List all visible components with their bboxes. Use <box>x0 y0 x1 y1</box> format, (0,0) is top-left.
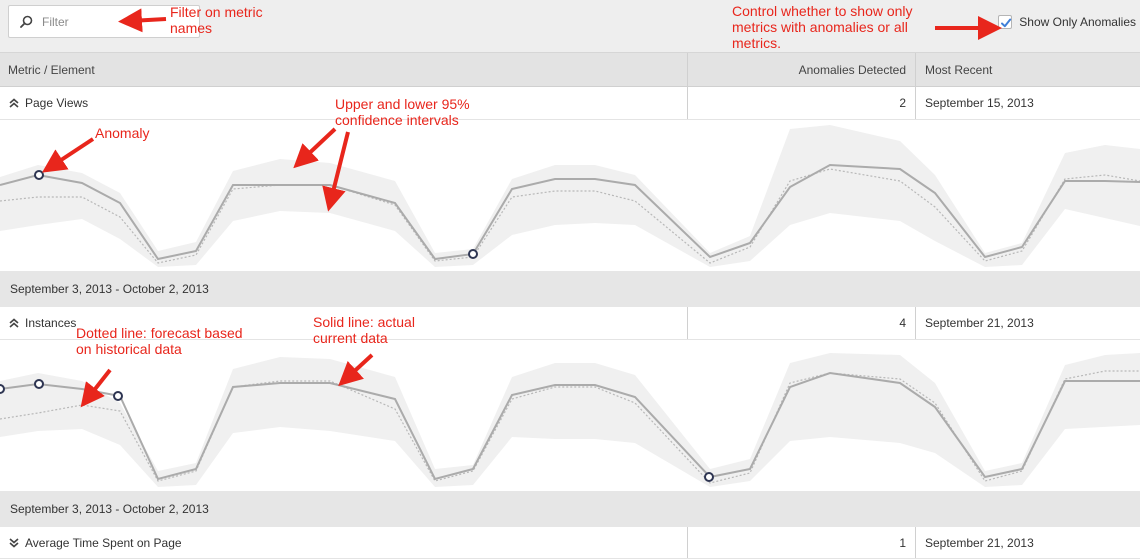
chevron-double-up-icon[interactable] <box>8 97 20 109</box>
forecast-line <box>0 168 1140 264</box>
show-only-anomalies-toggle[interactable]: Show Only Anomalies <box>998 13 1136 31</box>
date-range-label: September 3, 2013 - October 2, 2013 <box>0 271 1140 307</box>
anomaly-marker <box>704 472 714 482</box>
filter-input[interactable] <box>42 12 192 32</box>
anomaly-chart-instances <box>0 341 1140 491</box>
show-only-anomalies-label: Show Only Anomalies <box>1019 15 1136 29</box>
annotation-anomaly: Anomaly <box>95 125 150 141</box>
chevron-double-up-icon[interactable] <box>8 317 20 329</box>
anomaly-marker <box>0 384 5 394</box>
table-row[interactable]: Instances 4 September 21, 2013 <box>0 307 1140 340</box>
column-header-metric[interactable]: Metric / Element <box>8 62 95 77</box>
most-recent-date: September 21, 2013 <box>915 307 1140 339</box>
annotation-dotted: Dotted line: forecast based on historica… <box>76 325 243 357</box>
anomaly-marker <box>468 249 478 259</box>
show-only-anomalies-checkbox[interactable] <box>998 15 1013 29</box>
filter-box[interactable] <box>8 5 200 38</box>
annotation-confidence: Upper and lower 95% confidence intervals <box>335 96 470 128</box>
annotation-control: Control whether to show only metrics wit… <box>732 3 913 51</box>
actual-line <box>0 371 1140 481</box>
anomaly-marker <box>34 379 44 389</box>
actual-line <box>0 163 1140 261</box>
checkmark-icon <box>1001 18 1012 28</box>
table-row[interactable]: Page Views 2 September 15, 2013 <box>0 87 1140 120</box>
most-recent-date: September 21, 2013 <box>915 527 1140 558</box>
column-header-anomalies[interactable]: Anomalies Detected <box>687 53 914 86</box>
metric-name: Page Views <box>25 96 89 110</box>
date-range-label: September 3, 2013 - October 2, 2013 <box>0 491 1140 527</box>
anomaly-marker <box>113 391 123 401</box>
anomalies-count: 2 <box>687 87 914 119</box>
anomaly-chart-page-views <box>0 121 1140 271</box>
table-header: Metric / Element Anomalies Detected Most… <box>0 53 1140 87</box>
anomaly-marker <box>34 170 44 180</box>
chevron-double-down-icon[interactable] <box>8 537 20 549</box>
search-icon <box>20 15 33 28</box>
table-row[interactable]: Average Time Spent on Page 1 September 2… <box>0 527 1140 559</box>
column-header-most-recent[interactable]: Most Recent <box>915 53 1140 86</box>
metric-name: Average Time Spent on Page <box>25 535 182 550</box>
confidence-band <box>0 353 1140 487</box>
metric-name: Instances <box>25 316 77 330</box>
anomalies-count: 4 <box>687 307 914 339</box>
anomalies-count: 1 <box>687 527 914 558</box>
most-recent-date: September 15, 2013 <box>915 87 1140 119</box>
confidence-band <box>0 125 1140 267</box>
annotation-filter: Filter on metric names <box>170 4 263 36</box>
annotation-solid: Solid line: actual current data <box>313 314 415 346</box>
